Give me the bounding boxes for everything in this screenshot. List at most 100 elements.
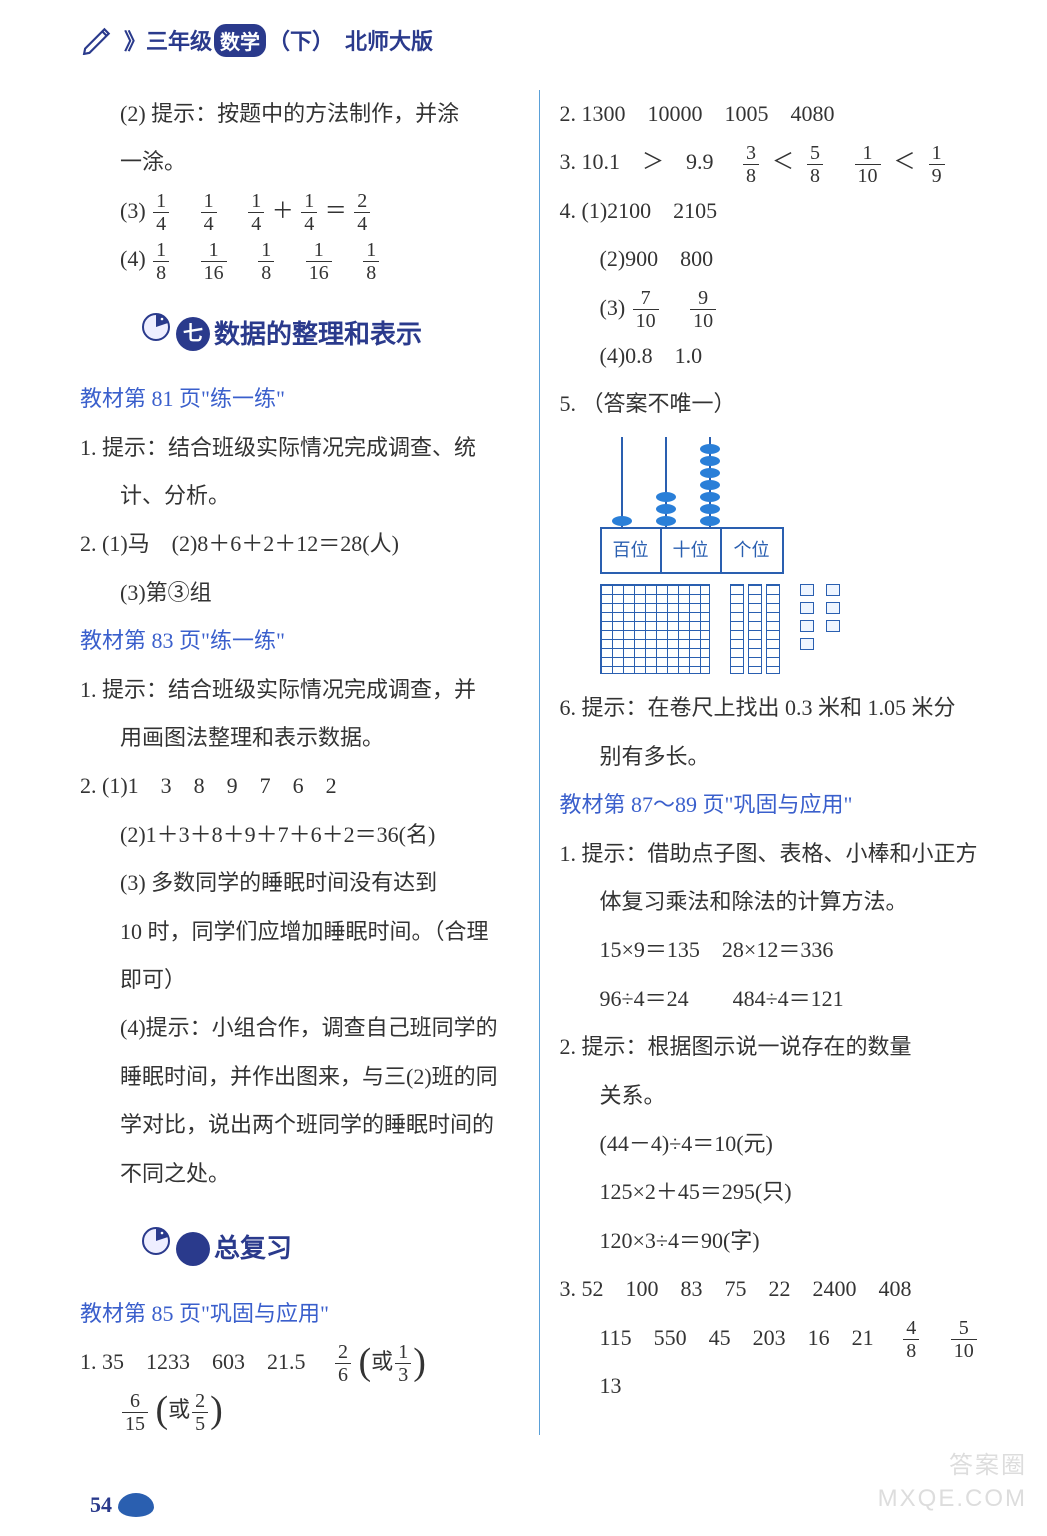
abacus-bead [656,492,676,502]
abacus-bead [700,516,720,526]
text: 别有多长。 [560,733,998,781]
abacus-bead [656,504,676,514]
pencil-icon [80,25,116,55]
section-7-heading: 七 数据的整理和表示 [140,304,519,366]
text: 体复习乘法和除法的计算方法。 [560,878,998,926]
fraction: 14 [248,190,264,235]
text: 2. 提示：根据图示说一说存在的数量 [560,1023,998,1071]
abacus-bead [700,468,720,478]
text: 用画图法整理和表示数据。 [80,714,519,762]
fraction: 18 [153,239,169,284]
text: 120×3÷4＝90(字) [560,1217,998,1265]
text: 125×2＋45＝295(只) [560,1168,998,1216]
abacus-bead [700,504,720,514]
fraction: 48 [903,1317,919,1362]
abacus-bead [700,444,720,454]
fraction: 18 [363,239,379,284]
text: 2. (1)马 (2)8＋6＋2＋12＝28(人) [80,520,519,568]
text: 1. 提示：结合班级实际情况完成调查，并 [80,666,519,714]
equals: ＝ [325,198,347,223]
fraction: 910 [690,287,716,332]
text: 学对比，说出两个班同学的睡眠时间的 [80,1101,519,1149]
ten-block [766,584,780,674]
section-number-badge: 七 [176,317,210,351]
frac-line-3: (3) 14 14 14 ＋ 14 ＝ 24 [80,187,519,235]
text: (2)900 800 [560,235,998,283]
text: (3)第③组 [80,569,519,617]
text: 5. （答案不唯一） [560,380,998,428]
abacus-diagram: 百位十位个位 [600,437,998,575]
fraction: 110 [855,142,881,187]
paren-close: ) [413,1341,426,1383]
text: (3) 多数同学的睡眠时间没有达到 [80,859,519,907]
fraction: 38 [743,142,759,187]
text: 115 550 45 203 16 21 [600,1325,896,1350]
abacus-frame: 百位十位个位 [600,437,784,575]
watermark: 答案圈 MXQE.COM [878,1449,1027,1516]
abacus-bead [700,492,720,502]
ten-block [730,584,744,674]
abacus-label: 百位 [602,529,662,573]
or-text: 或 [168,1397,190,1422]
or-text: 或 [371,1349,393,1374]
header-grade: 》三年级 [124,24,212,56]
pie-icon [140,304,172,366]
page-ref: 教材第 83 页"练一练" [80,617,519,665]
text: (2)1＋3＋8＋9＋7＋6＋2＝36(名) [80,811,519,859]
fraction: 58 [807,142,823,187]
fraction: 510 [951,1317,977,1362]
page: 》三年级 数学 （下） 北师大版 (2) 提示：按题中的方法制作，并涂 一涂。 … [0,0,1047,1536]
fraction: 710 [633,287,659,332]
frac-line-4: (4) 18 116 18 116 18 [80,235,519,283]
text: 一涂。 [80,138,519,186]
text: 睡眠时间，并作出图来，与三(2)班的同 [80,1053,519,1101]
pie-icon [140,1218,172,1280]
lt: ＜ [772,149,794,174]
header-suffix: （下） 北师大版 [268,24,433,56]
ones-group [800,584,844,650]
fraction: 14 [301,190,317,235]
text: 2. (1)1 3 8 9 7 6 2 [80,762,519,810]
place-value-blocks [600,584,998,674]
text: (4)0.8 1.0 [560,332,998,380]
section-title-text: 数据的整理和表示 [214,306,422,363]
left-column: (2) 提示：按题中的方法制作，并涂 一涂。 (3) 14 14 14 ＋ 14… [80,90,539,1435]
one-block [800,602,814,614]
text: 1. 提示：结合班级实际情况完成调查、统 [80,424,519,472]
abacus-bead [700,456,720,466]
fraction: 24 [354,190,370,235]
header-subject-badge: 数学 [214,24,266,57]
section-dot-badge [176,1232,210,1266]
abacus-bead [656,516,676,526]
text: 4. (1)2100 2105 [560,187,998,235]
abacus-labels: 百位十位个位 [600,527,784,575]
abacus-rod [700,437,720,527]
watermark-line1: 答案圈 [878,1449,1027,1483]
one-block [826,620,840,632]
fraction: 18 [258,239,274,284]
text: 2. 1300 10000 1005 4080 [560,90,998,138]
lt: ＜ [894,149,916,174]
text: (2) 提示：按题中的方法制作，并涂 [80,90,519,138]
page-number: 54 [90,1492,154,1518]
content-columns: (2) 提示：按题中的方法制作，并涂 一涂。 (3) 14 14 14 ＋ 14… [80,90,997,1435]
page-ref: 教材第 87～89 页"巩固与应用" [560,781,998,829]
hundreds-group [600,584,710,674]
text: 关系。 [560,1072,998,1120]
one-block [800,620,814,632]
compare-line: 3. 10.1 ＞ 9.9 38 ＜ 58 110 ＜ 19 [560,138,998,186]
text: 6. 提示：在卷尺上找出 0.3 米和 1.05 米分 [560,684,998,732]
watermark-line2: MXQE.COM [878,1482,1027,1516]
abacus-bead [700,480,720,490]
label: (3) [600,295,626,320]
fraction: 615 [122,1390,148,1435]
hundred-block [600,584,710,674]
one-block [800,584,814,596]
answer-line: 1. 35 1233 603 21.5 26 (或13) [80,1338,519,1386]
fraction: 13 [395,1341,411,1386]
text: 1. 35 1233 603 21.5 [80,1349,328,1374]
text: (4)提示：小组合作，调查自己班同学的 [80,1004,519,1052]
abacus-bead [612,516,632,526]
label: (4) [120,246,146,271]
text: 计、分析。 [80,472,519,520]
